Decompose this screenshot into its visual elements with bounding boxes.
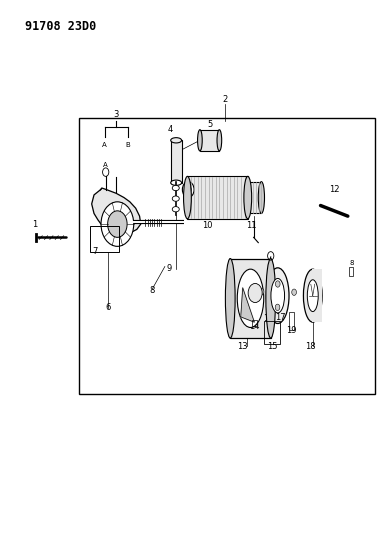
Text: 15: 15	[267, 342, 278, 351]
Ellipse shape	[244, 176, 252, 219]
Circle shape	[292, 289, 296, 295]
Ellipse shape	[185, 185, 191, 193]
Text: 8: 8	[349, 260, 354, 266]
Text: 16: 16	[263, 313, 273, 322]
Ellipse shape	[225, 259, 235, 338]
Bar	[312, 269, 322, 322]
Ellipse shape	[172, 185, 179, 191]
Text: 9: 9	[166, 264, 171, 273]
Text: 17: 17	[276, 312, 286, 321]
Ellipse shape	[182, 182, 194, 198]
Text: B: B	[125, 142, 130, 148]
Text: 14: 14	[250, 321, 260, 330]
Text: A: A	[103, 162, 108, 168]
Bar	[187, 176, 248, 219]
Circle shape	[248, 284, 262, 303]
Circle shape	[275, 304, 280, 311]
Text: 1: 1	[32, 220, 37, 229]
Text: 18: 18	[305, 342, 316, 351]
Ellipse shape	[172, 207, 179, 212]
Bar	[264, 320, 280, 344]
Ellipse shape	[267, 268, 289, 324]
Polygon shape	[92, 188, 141, 235]
Text: 3: 3	[114, 110, 119, 119]
Ellipse shape	[183, 176, 191, 219]
Ellipse shape	[271, 278, 285, 313]
Circle shape	[101, 202, 134, 246]
Bar	[252, 319, 257, 326]
Text: 11: 11	[247, 221, 257, 230]
Text: 12: 12	[329, 185, 340, 194]
Bar	[246, 182, 261, 214]
Text: 19: 19	[286, 326, 297, 335]
Text: 6: 6	[106, 303, 111, 312]
Text: 4: 4	[168, 125, 173, 134]
Ellipse shape	[237, 269, 264, 327]
Text: 10: 10	[202, 221, 213, 230]
Ellipse shape	[171, 138, 181, 143]
Polygon shape	[241, 288, 254, 322]
Bar	[200, 130, 220, 151]
Bar	[90, 226, 119, 252]
Bar	[79, 118, 375, 394]
Ellipse shape	[303, 269, 322, 322]
Text: 8: 8	[150, 286, 155, 295]
Circle shape	[276, 281, 280, 287]
Text: 7: 7	[92, 247, 98, 256]
Bar	[171, 140, 181, 183]
Circle shape	[108, 211, 127, 237]
Text: A: A	[102, 142, 107, 148]
Ellipse shape	[217, 130, 222, 151]
Ellipse shape	[266, 259, 276, 338]
Bar	[348, 266, 353, 276]
Bar	[289, 312, 294, 330]
Text: 2: 2	[223, 95, 228, 104]
Bar	[230, 259, 271, 338]
Text: 13: 13	[238, 342, 248, 351]
Ellipse shape	[198, 130, 202, 151]
Text: 5: 5	[207, 120, 212, 129]
Circle shape	[259, 288, 264, 295]
Ellipse shape	[171, 180, 181, 185]
Ellipse shape	[258, 182, 265, 214]
Ellipse shape	[172, 196, 179, 201]
Text: 91708 23D0: 91708 23D0	[25, 20, 96, 33]
Ellipse shape	[307, 280, 318, 312]
